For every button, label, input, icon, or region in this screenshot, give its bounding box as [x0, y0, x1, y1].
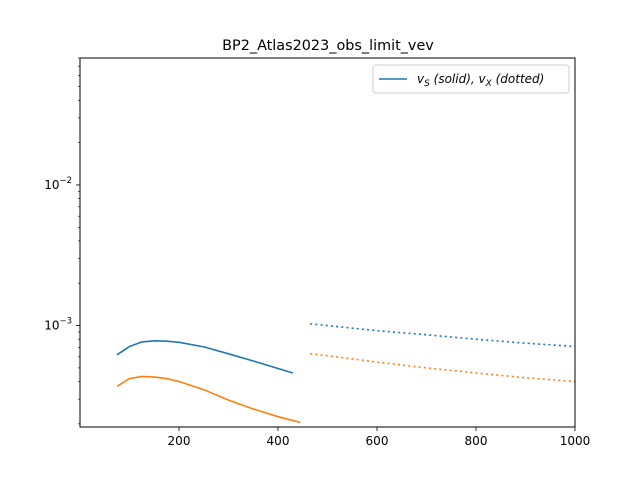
- legend-entry-label: vS (solid), vX (dotted): [417, 72, 544, 89]
- x-tick-label: 600: [366, 434, 389, 448]
- series-line-4: [310, 353, 576, 383]
- y-axis: 10−3 10−2: [44, 57, 80, 425]
- plot-lines: [116, 323, 576, 424]
- series-line-2: [116, 375, 301, 424]
- x-axis: 200 400 600 800 1000: [168, 427, 591, 448]
- y-tick-label: 10−2: [44, 176, 72, 192]
- y-tick-label: 10−3: [44, 317, 72, 333]
- series-line-1: [116, 339, 294, 374]
- plot-frame: [79, 57, 576, 428]
- chart-title: BP2_Atlas2023_obs_limit_vev: [222, 38, 434, 54]
- x-tick-label: 400: [267, 434, 290, 448]
- x-tick-label: 800: [465, 434, 488, 448]
- x-tick-label: 1000: [560, 434, 591, 448]
- series-line-3: [310, 323, 576, 348]
- legend-box: [372, 64, 570, 94]
- x-tick-label: 200: [168, 434, 191, 448]
- legend: vS (solid), vX (dotted): [372, 64, 570, 94]
